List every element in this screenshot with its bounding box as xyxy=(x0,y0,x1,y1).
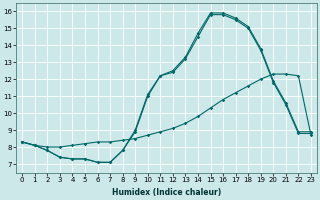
X-axis label: Humidex (Indice chaleur): Humidex (Indice chaleur) xyxy=(112,188,221,197)
